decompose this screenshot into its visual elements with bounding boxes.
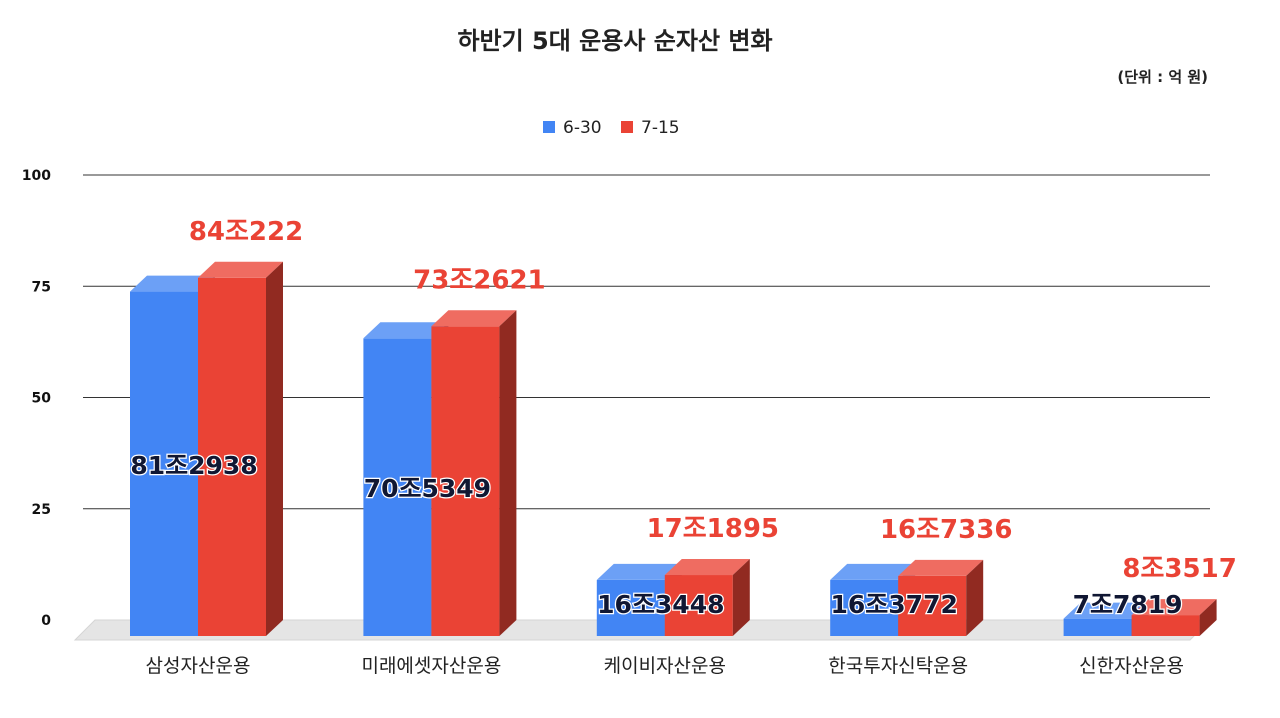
bar-front bbox=[898, 575, 967, 636]
bar-series2 bbox=[1131, 599, 1217, 636]
chart-title: 하반기 5대 운용사 순자산 변화 bbox=[457, 27, 772, 55]
x-axis: 삼성자산운용 미래에셋자산운용 케이비자산운용 한국투자신탁운용 신한자산운용 bbox=[146, 655, 1184, 677]
data-label-6-30: 7조7819 bbox=[1073, 590, 1183, 619]
legend: 6-30 7-15 bbox=[543, 118, 680, 138]
bar-top bbox=[130, 275, 215, 292]
data-labels: 84조222 81조2938 73조2621 70조5349 17조1895 16조344… bbox=[129, 217, 1237, 620]
data-label-7-15: 8조3517 bbox=[1122, 554, 1236, 584]
bar-top bbox=[1131, 599, 1217, 616]
bar-top bbox=[830, 563, 916, 580]
data-label-6-30: 81조2938 bbox=[130, 451, 257, 480]
bar-front bbox=[198, 277, 266, 636]
bar-series2 bbox=[664, 559, 750, 636]
data-label-7-15: 73조2621 bbox=[413, 265, 545, 295]
bar-top bbox=[1063, 602, 1149, 619]
legend-label: 6-30 bbox=[563, 118, 602, 138]
bar-front bbox=[830, 579, 899, 636]
x-tick-label: 미래에셋자산운용 bbox=[361, 655, 501, 677]
bar-front bbox=[596, 579, 665, 636]
bars bbox=[130, 261, 1217, 636]
bar-series2 bbox=[898, 559, 984, 636]
bar-front bbox=[664, 575, 733, 636]
data-label-7-15: 17조1895 bbox=[647, 514, 779, 544]
bar-side bbox=[732, 559, 750, 636]
bar-top bbox=[431, 310, 517, 327]
y-axis: 0 25 50 75 100 bbox=[22, 168, 51, 629]
bar-top bbox=[363, 322, 449, 339]
unit-label: (단위 : 억 원) bbox=[1117, 68, 1208, 86]
x-tick-label: 한국투자신탁운용 bbox=[828, 655, 968, 677]
y-tick-label: 25 bbox=[32, 502, 51, 518]
x-tick-label: 삼성자산운용 bbox=[146, 655, 251, 677]
legend-label: 7-15 bbox=[641, 118, 680, 138]
data-label-6-30: 16조3772 bbox=[831, 590, 958, 619]
bar-front bbox=[1131, 615, 1200, 636]
bar-top bbox=[664, 559, 750, 576]
bar-top bbox=[596, 563, 682, 580]
legend-swatch bbox=[621, 121, 633, 133]
bar-front bbox=[130, 291, 198, 636]
y-tick-label: 50 bbox=[32, 391, 52, 407]
y-tick-label: 75 bbox=[32, 279, 51, 295]
bar-front bbox=[363, 338, 432, 636]
bar-side bbox=[1199, 599, 1217, 636]
data-label-7-15: 84조222 bbox=[189, 217, 303, 247]
data-label-7-15: 16조7336 bbox=[880, 515, 1012, 545]
y-tick-label: 0 bbox=[41, 613, 51, 629]
data-label-6-30: 16조3448 bbox=[597, 590, 724, 619]
bar-series2 bbox=[431, 310, 517, 636]
bar-side bbox=[499, 310, 517, 636]
y-tick-label: 100 bbox=[22, 168, 51, 184]
bar-top bbox=[898, 559, 984, 576]
x-tick-label: 케이비자산운용 bbox=[604, 655, 726, 677]
bar-front bbox=[431, 326, 500, 636]
bar-top bbox=[198, 261, 283, 278]
data-label-6-30: 70조5349 bbox=[364, 474, 491, 503]
bar-side bbox=[966, 559, 984, 636]
x-tick-label: 신한자산운용 bbox=[1079, 655, 1184, 677]
bar-side bbox=[266, 261, 283, 636]
legend-swatch bbox=[543, 121, 555, 133]
bar-series2 bbox=[198, 261, 283, 636]
bar-front bbox=[1063, 618, 1132, 636]
